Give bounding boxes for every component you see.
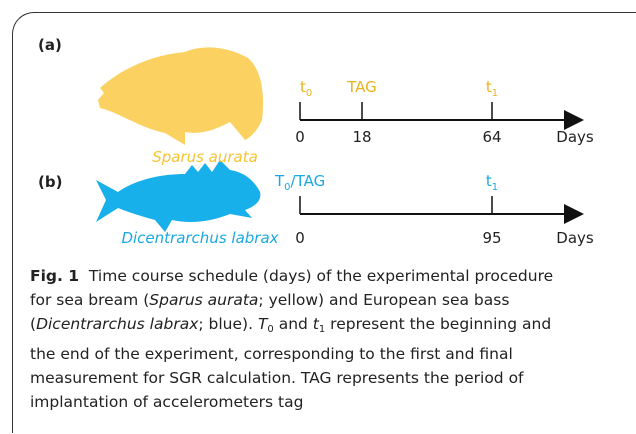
caption-text: measurement for SGR calculation. TAG rep… <box>30 369 524 387</box>
time-marker: t0 <box>300 78 312 99</box>
panel-label: (a) <box>38 36 62 54</box>
species-name: Sparus aurata <box>152 148 258 166</box>
fish-sparus <box>98 47 264 145</box>
tick-label: 0 <box>295 229 305 247</box>
tick-label: 64 <box>482 128 501 146</box>
unit-label: Days <box>556 128 594 146</box>
time-marker: TAG <box>346 78 377 96</box>
caption-line: for sea bream (Sparus aurata; yellow) an… <box>30 288 553 312</box>
tick-label: 0 <box>295 128 305 146</box>
caption-text: T <box>257 315 268 333</box>
caption-line: Fig. 1 Time course schedule (days) of th… <box>30 264 553 288</box>
tick-label: 18 <box>352 128 371 146</box>
caption-text: t <box>312 315 319 333</box>
figure-frame <box>12 12 636 433</box>
caption-line: the end of the experiment, corresponding… <box>30 342 553 366</box>
unit-label: Days <box>556 229 594 247</box>
caption-text: ; blue). <box>198 315 258 333</box>
time-marker: T0/TAG <box>274 172 325 193</box>
caption-text: ; yellow) and European sea bass <box>258 291 510 309</box>
fish-dicentrarchus <box>96 160 261 232</box>
caption-text: 0 <box>267 324 274 335</box>
time-marker: t1 <box>486 78 498 99</box>
caption-text: Dicentrarchus labrax <box>36 315 199 333</box>
marker-sub: 0 <box>284 182 290 193</box>
caption-text: 1 <box>318 324 326 335</box>
tick-label: 95 <box>482 229 501 247</box>
caption-text: Time course schedule (days) of the exper… <box>79 267 554 285</box>
marker-main: t <box>486 172 492 190</box>
marker-after: /TAG <box>291 172 326 190</box>
marker-sub: 1 <box>492 88 498 99</box>
caption-text: Sparus aurata <box>149 291 259 309</box>
caption-text: ( <box>30 315 37 333</box>
caption-line: measurement for SGR calculation. TAG rep… <box>30 366 553 390</box>
species-name: Dicentrarchus labrax <box>121 229 278 247</box>
caption: Fig. 1 Time course schedule (days) of th… <box>30 264 553 414</box>
marker-sub: 0 <box>306 88 312 99</box>
marker-main: TAG <box>346 78 377 96</box>
caption-text: the end of the experiment, corresponding… <box>30 345 513 363</box>
time-marker: t1 <box>486 172 498 193</box>
caption-line: implantation of accelerometers tag <box>30 390 553 414</box>
caption-text: represent the beginning and <box>325 315 552 333</box>
marker-sub: 1 <box>492 182 498 193</box>
caption-line: (Dicentrarchus labrax; blue). T0 and t1 … <box>30 312 553 342</box>
marker-main: t <box>300 78 306 96</box>
caption-text: implantation of accelerometers tag <box>30 393 304 411</box>
marker-main: t <box>486 78 492 96</box>
caption-text: for sea bream ( <box>30 291 150 309</box>
caption-text: Fig. 1 <box>30 267 80 285</box>
caption-text: and <box>273 315 313 333</box>
panel-label: (b) <box>38 173 62 191</box>
marker-main: T <box>274 172 285 190</box>
